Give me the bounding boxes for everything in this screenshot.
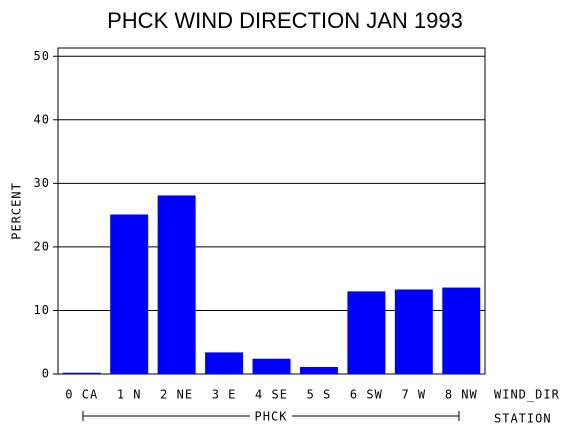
y-tick-label: 20 [34, 239, 50, 253]
y-tick-label: 30 [34, 176, 50, 190]
x-axis-label: WIND_DIR [494, 388, 560, 402]
chart-title: PHCK WIND DIRECTION JAN 1993 [107, 8, 463, 33]
x-tick-label: 0 CA [65, 388, 98, 402]
x-tick-label: 2 NE [160, 388, 193, 402]
x-tick-label: 6 SW [350, 388, 383, 402]
y-tick-label: 40 [34, 112, 50, 126]
y-axis-label: PERCENT [10, 182, 24, 240]
bar [299, 367, 338, 374]
bar [110, 214, 149, 374]
group-label: PHCK [255, 410, 288, 424]
x-tick-label: 8 NW [445, 388, 478, 402]
x-tick-label: 4 SE [255, 388, 288, 402]
x-tick-label: 1 N [117, 388, 142, 402]
bar [394, 289, 433, 374]
bar [252, 358, 291, 374]
bar [442, 287, 481, 374]
bar [62, 372, 101, 374]
group-label-bg [250, 409, 292, 423]
bar [347, 291, 386, 374]
group-axis-label: STATION [494, 412, 552, 426]
bar [205, 352, 244, 374]
y-tick-label: 10 [34, 303, 50, 317]
bar [157, 195, 196, 374]
x-tick-label: 3 E [212, 388, 237, 402]
x-tick-label: 5 S [307, 388, 332, 402]
y-tick-label: 50 [34, 49, 50, 63]
x-tick-label: 7 W [401, 388, 426, 402]
y-tick-label: 0 [42, 367, 50, 381]
